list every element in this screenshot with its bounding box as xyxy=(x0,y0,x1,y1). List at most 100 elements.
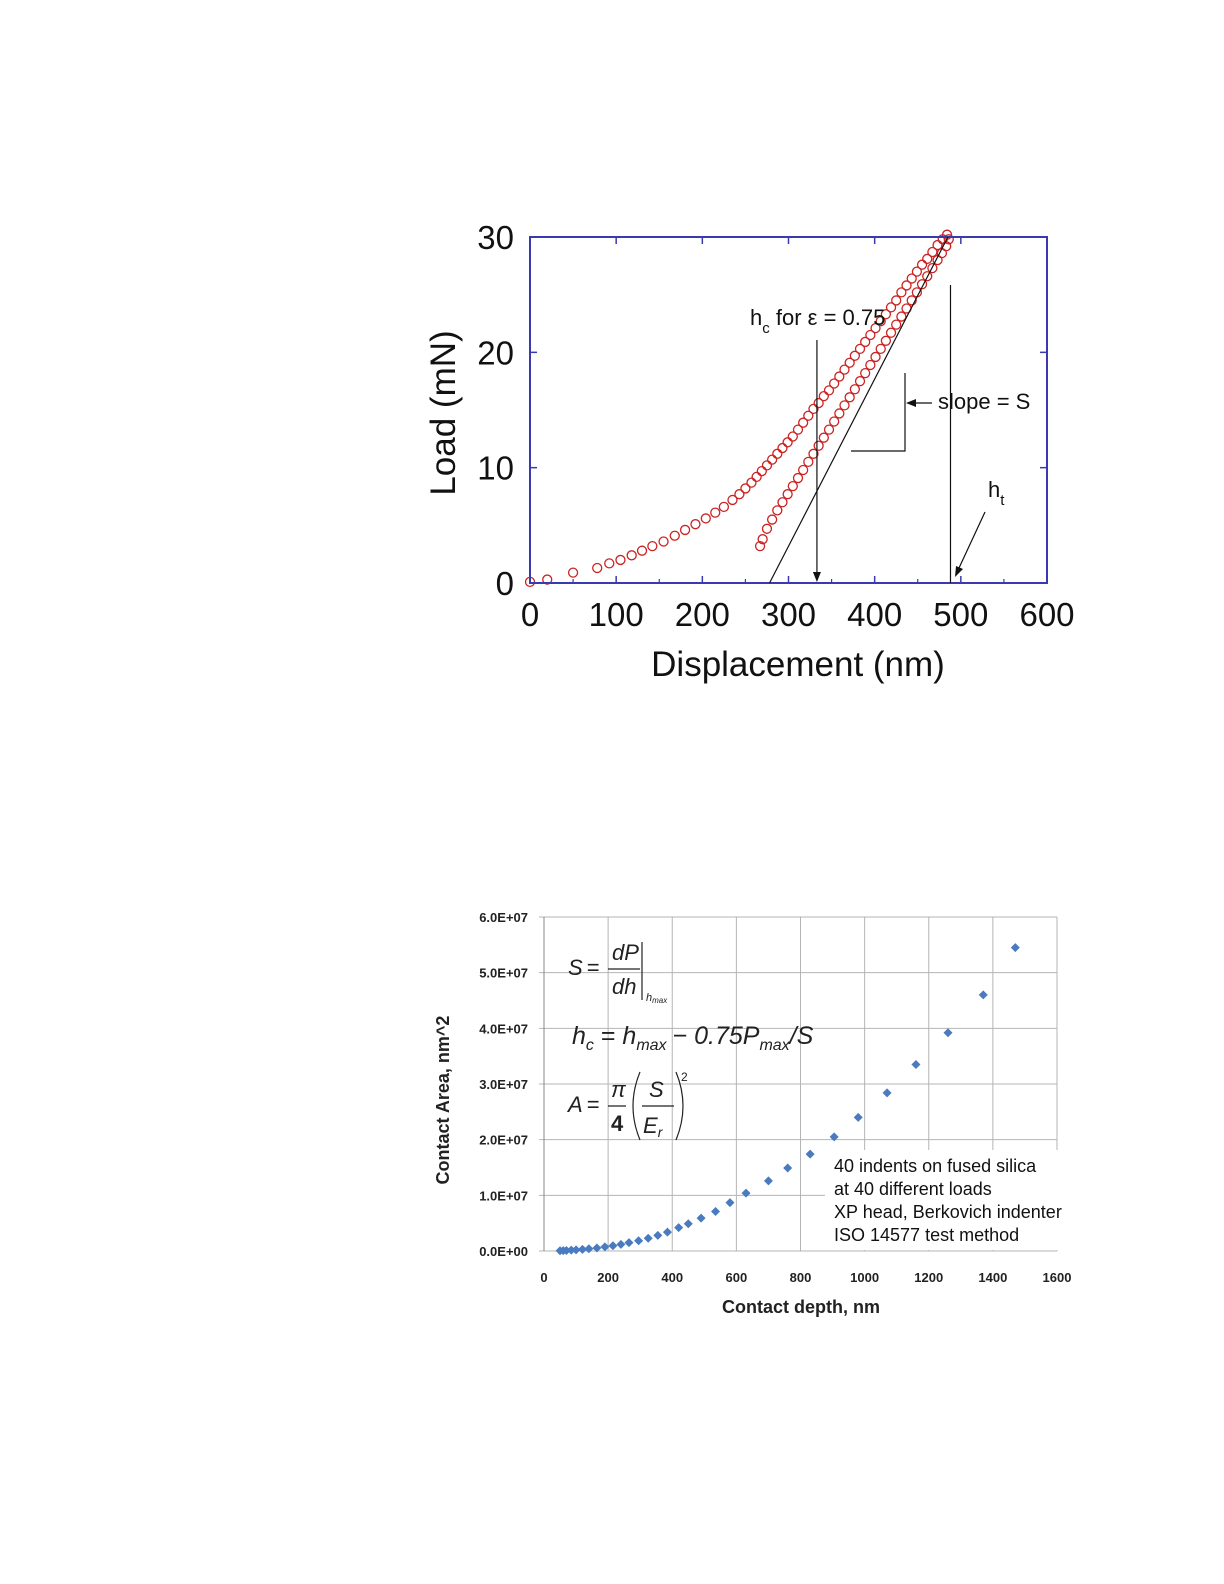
data-point xyxy=(772,505,783,516)
x-tick-label: 600 xyxy=(726,1270,748,1285)
y-tick-label: 3.0E+07 xyxy=(479,1077,528,1092)
data-point xyxy=(839,364,850,375)
data-point xyxy=(740,483,751,494)
data-point xyxy=(834,408,845,419)
f3-Er: Er xyxy=(643,1113,664,1140)
data-point xyxy=(880,309,892,320)
f3-four: 4 xyxy=(611,1111,624,1136)
contact-area-marks xyxy=(555,943,1020,1256)
data-point xyxy=(761,523,773,534)
note-line-3: XP head, Berkovich indenter xyxy=(834,1202,1062,1222)
f1-sub: hmax xyxy=(646,992,668,1005)
data-point xyxy=(922,271,933,282)
x-tick-label: 0 xyxy=(540,1270,547,1285)
data-point xyxy=(615,554,626,566)
data-point xyxy=(844,357,855,368)
data-point xyxy=(584,1244,594,1254)
y-tick-label: 5.0E+07 xyxy=(479,966,528,981)
data-point xyxy=(901,280,912,291)
data-point xyxy=(839,400,850,411)
hc-rest: for ε = 0.75 xyxy=(770,305,886,330)
f3-lhs: A = xyxy=(566,1092,600,1117)
data-point xyxy=(647,540,658,552)
data-point xyxy=(761,460,773,471)
data-point xyxy=(754,540,766,552)
data-point xyxy=(834,371,845,382)
data-point xyxy=(808,448,819,459)
data-point xyxy=(679,524,691,536)
data-point xyxy=(787,431,798,442)
y-tick-label: 6.0E+07 xyxy=(479,910,528,925)
annotation-note: 40 indents on fused silica at 40 differe… xyxy=(834,1156,1062,1245)
x-tick-label: 1000 xyxy=(850,1270,879,1285)
hc-arrow-head xyxy=(812,572,821,582)
data-point xyxy=(805,1149,815,1159)
x-tick-label: 1600 xyxy=(1043,1270,1072,1285)
data-point xyxy=(803,456,814,468)
data-point xyxy=(756,465,767,477)
note-line-4: ISO 14577 test method xyxy=(834,1225,1019,1245)
f3-right-paren xyxy=(675,1071,684,1141)
data-point xyxy=(1010,943,1020,953)
data-point xyxy=(823,385,835,396)
data-point xyxy=(727,494,738,506)
data-point xyxy=(690,519,701,530)
data-point xyxy=(636,545,648,556)
data-point xyxy=(978,990,988,1000)
x-tick-label: 800 xyxy=(790,1270,812,1285)
data-point xyxy=(634,1236,644,1246)
y-tick-label: 20 xyxy=(477,334,514,371)
formula-area: A = π 4 S Er 2 xyxy=(566,1070,688,1141)
data-point xyxy=(854,343,866,355)
data-point xyxy=(792,472,804,484)
data-point xyxy=(783,1163,793,1173)
tick-labels: 0 200 400 600 800 1000 1200 1400 1600 0.0E+00 1.0E… xyxy=(479,910,1071,1285)
data-point xyxy=(696,1213,706,1223)
data-point xyxy=(844,392,855,403)
data-point xyxy=(674,1223,684,1233)
data-point xyxy=(891,319,902,330)
y-axis-label: Load (mN) xyxy=(424,330,463,495)
ht-arrow-head xyxy=(955,566,963,577)
x-tick-label: 600 xyxy=(1019,596,1074,633)
note-background xyxy=(825,1150,1080,1250)
data-point xyxy=(711,1206,721,1216)
data-point xyxy=(787,480,798,492)
data-point xyxy=(943,234,954,245)
tangent-line xyxy=(769,236,949,584)
data-point xyxy=(710,507,721,518)
data-point xyxy=(870,351,881,363)
note-line-1: 40 indents on fused silica xyxy=(834,1156,1037,1176)
annotations: hc for ε = 0.75 slope = S ht xyxy=(750,236,1030,584)
data-point xyxy=(571,1245,581,1255)
data-point xyxy=(911,266,923,277)
y-tick-label: 0.0E+00 xyxy=(479,1244,528,1259)
f2-text: hc = hmax − 0.75Pmax/S xyxy=(572,1022,814,1054)
data-point xyxy=(885,327,897,338)
tick-marks xyxy=(529,236,1048,584)
data-point xyxy=(849,350,860,361)
y-tick-label: 30 xyxy=(477,219,514,256)
data-point xyxy=(906,273,917,284)
data-point xyxy=(782,489,793,500)
data-point xyxy=(624,1238,634,1248)
data-point xyxy=(906,295,917,306)
tick-labels: 0 100 200 300 400 500 600 0 10 20 30 xyxy=(477,219,1074,633)
data-point xyxy=(725,1198,735,1208)
x-tick-label: 200 xyxy=(675,596,730,633)
x-tick-label: 400 xyxy=(661,1270,683,1285)
formula-stiffness: S = dP dh hmax xyxy=(568,940,668,1005)
data-point xyxy=(853,1112,863,1122)
data-point xyxy=(849,384,860,395)
data-point xyxy=(829,378,840,389)
note-line-2: at 40 different loads xyxy=(834,1179,992,1199)
data-point xyxy=(875,316,886,327)
data-point xyxy=(604,558,615,569)
y-axis-label: Contact Area, nm^2 xyxy=(433,1016,453,1185)
data-point xyxy=(653,1230,663,1240)
data-point xyxy=(808,403,819,414)
slope-triangle xyxy=(851,373,906,452)
f3-pi: π xyxy=(611,1077,627,1102)
x-tick-label: 100 xyxy=(589,596,644,633)
